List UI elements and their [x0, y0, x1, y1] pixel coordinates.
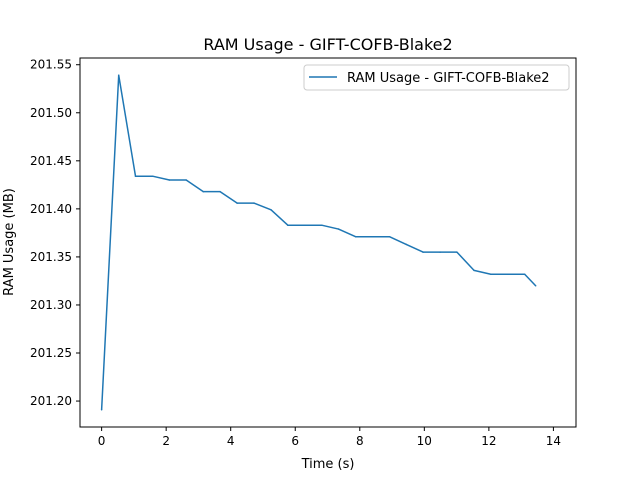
- y-tick-label: 201.20: [30, 394, 72, 408]
- data-point: [354, 235, 357, 238]
- data-point: [490, 273, 492, 275]
- y-axis: 201.20 201.25 201.30 201.35 201.40 201.45 201.…: [30, 58, 80, 408]
- data-point: [523, 273, 526, 275]
- y-tick-label: 201.50: [30, 106, 72, 120]
- data-point: [151, 175, 154, 177]
- x-tick-label: 12: [481, 434, 496, 448]
- data-point: [219, 190, 221, 193]
- x-tick-label: 8: [356, 434, 364, 448]
- data-point: [507, 273, 509, 275]
- data-point: [253, 202, 255, 204]
- plot-area: [80, 58, 576, 427]
- y-tick-label: 201.55: [30, 58, 72, 72]
- data-point: [388, 235, 391, 238]
- data-point: [320, 224, 323, 226]
- x-tick-label: 0: [98, 434, 106, 448]
- y-tick-label: 201.45: [30, 154, 72, 168]
- data-point: [337, 228, 340, 230]
- data-point: [534, 284, 537, 287]
- data-point: [236, 202, 238, 204]
- legend-box: [303, 64, 570, 91]
- y-tick-label: 201.25: [30, 346, 72, 360]
- chart-title: RAM Usage - GIFT-COFB-Blake2: [203, 35, 452, 54]
- x-axis-label: Time (s): [301, 457, 355, 472]
- x-tick-label: 6: [291, 434, 299, 448]
- series-points: [100, 74, 537, 411]
- data-point: [202, 190, 205, 193]
- data-point: [456, 251, 458, 253]
- y-tick-label: 201.40: [30, 202, 72, 216]
- x-tick-label: 4: [227, 434, 235, 448]
- data-point: [270, 209, 272, 211]
- data-point: [422, 251, 424, 253]
- data-point: [185, 179, 187, 181]
- data-point: [405, 243, 408, 246]
- x-tick-label: 10: [417, 434, 432, 448]
- x-tick-label: 2: [162, 434, 170, 448]
- y-tick-label: 201.35: [30, 250, 72, 264]
- data-point: [287, 224, 289, 226]
- axes-frame: [79, 57, 577, 428]
- y-tick-label: 201.30: [30, 298, 72, 312]
- data-point: [473, 269, 475, 272]
- data-point: [117, 74, 120, 77]
- data-point: [439, 251, 441, 253]
- legend-label: RAM Usage - GIFT-COFB-Blake2: [347, 71, 550, 86]
- data-point: [134, 175, 137, 177]
- data-point: [371, 235, 374, 238]
- x-tick-label: 14: [546, 434, 561, 448]
- y-axis-label: RAM Usage (MB): [2, 188, 17, 296]
- x-axis: 0 2 4 6 8 10 12 14: [98, 427, 561, 448]
- data-point: [100, 408, 103, 411]
- data-point: [303, 224, 306, 226]
- data-point: [168, 179, 171, 181]
- legend: RAM Usage - GIFT-COFB-Blake2: [303, 64, 570, 91]
